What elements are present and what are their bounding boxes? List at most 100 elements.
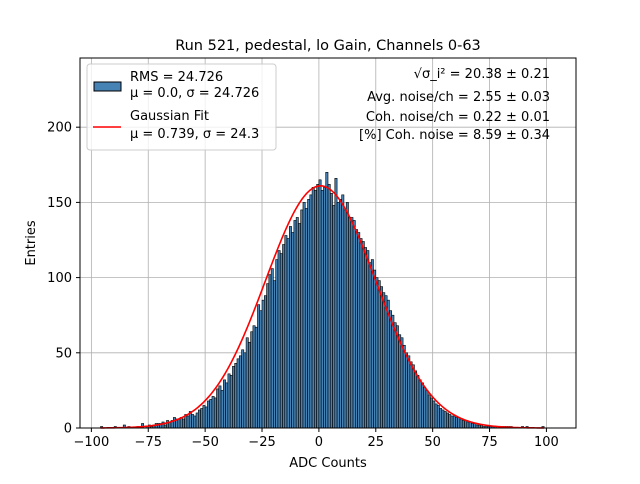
annotation-coh-noise: Coh. noise/ch = 0.22 ± 0.01 <box>366 110 550 125</box>
histogram-bar <box>423 387 427 429</box>
histogram-bar <box>345 202 349 429</box>
histogram-bar <box>336 202 340 429</box>
histogram-bar <box>238 355 242 429</box>
histogram-bar <box>471 423 474 429</box>
histogram-bar <box>211 396 215 429</box>
histogram-bar <box>464 420 468 429</box>
annotation-coh-noise-percent: [%] Coh. noise = 8.59 ± 0.34 <box>359 128 550 143</box>
histogram-bar <box>220 390 224 429</box>
legend-label-fit: Gaussian Fit <box>130 109 209 124</box>
histogram-bar <box>380 286 383 429</box>
histogram-bar <box>370 259 374 429</box>
histogram-bar <box>200 408 204 429</box>
histogram-bar <box>434 403 438 429</box>
histogram-bar <box>339 199 342 429</box>
histogram-bar <box>225 382 229 429</box>
x-tick-label: −50 <box>191 435 218 450</box>
x-tick-label: 75 <box>481 435 498 450</box>
histogram-bar <box>229 375 233 429</box>
histogram-bar <box>311 187 315 429</box>
histogram-bar <box>202 405 206 429</box>
histogram-bar <box>223 379 226 429</box>
histogram-bar <box>191 414 195 429</box>
histogram-bar <box>323 187 327 429</box>
histogram-bar <box>314 190 317 429</box>
histogram-bar <box>402 344 406 429</box>
histogram-bar <box>350 217 354 429</box>
histogram-bar <box>355 229 358 429</box>
histogram-bar <box>452 415 456 429</box>
histogram-bar <box>289 226 292 429</box>
annotation-sigma: √σ_i² = 20.38 ± 0.21 <box>414 67 550 82</box>
histogram-bar <box>316 184 320 429</box>
y-tick-label: 50 <box>55 346 72 361</box>
histogram-bar <box>279 253 283 429</box>
histogram-bar <box>261 299 265 429</box>
y-axis-label: Entries <box>24 220 39 266</box>
histogram-bar <box>295 217 299 429</box>
histogram-bar <box>466 421 470 429</box>
histogram-bar <box>293 220 297 429</box>
histogram-bar <box>243 352 247 429</box>
histogram-bar <box>166 420 170 429</box>
x-tick-label: −25 <box>248 435 275 450</box>
histogram-bar <box>391 314 395 429</box>
histogram-bar <box>320 190 324 429</box>
x-tick-label: −100 <box>74 435 110 450</box>
histogram-bar <box>232 366 236 429</box>
histogram-bar <box>455 417 458 429</box>
y-axis-ticks: 0 50 100 150 200 <box>47 121 80 437</box>
histogram-bar <box>304 208 308 429</box>
histogram-bar <box>193 415 197 429</box>
chart-title: Run 521, pedestal, lo Gain, Channels 0-6… <box>175 38 481 54</box>
histogram-bar <box>227 373 231 429</box>
annotations: √σ_i² = 20.38 ± 0.21 Avg. noise/ch = 2.5… <box>359 67 550 143</box>
histogram-bar <box>405 352 408 429</box>
x-tick-label: 50 <box>424 435 441 450</box>
histogram-bar <box>252 325 256 429</box>
histogram-bar <box>382 292 386 429</box>
x-axis-label: ADC Counts <box>289 456 367 471</box>
histogram-bar <box>282 244 286 429</box>
histogram-bar <box>441 409 445 429</box>
histogram-bar <box>302 202 306 429</box>
histogram-bar <box>273 280 276 429</box>
x-tick-label: 100 <box>534 435 559 450</box>
histogram-bar <box>300 209 304 429</box>
histogram-bar <box>263 295 267 429</box>
histogram-bar <box>436 405 440 429</box>
x-tick-label: 0 <box>315 435 323 450</box>
histogram-bar <box>286 238 290 429</box>
histogram-bar <box>359 238 363 429</box>
histogram-bar <box>450 415 454 429</box>
histogram-bar <box>384 295 388 429</box>
histogram-bar <box>277 250 281 429</box>
histogram-bar <box>218 385 222 429</box>
histogram-bar <box>341 194 345 429</box>
histogram-bar <box>375 277 379 429</box>
histogram-bar <box>177 418 181 429</box>
histogram-bar <box>198 409 201 429</box>
histogram-bar <box>236 358 240 429</box>
histogram-bar <box>368 262 372 429</box>
histogram-bar <box>389 310 393 429</box>
histogram-bar <box>457 417 461 429</box>
histogram-bar <box>364 247 367 429</box>
histogram-bar <box>309 194 313 429</box>
annotation-avg-noise: Avg. noise/ch = 2.55 ± 0.03 <box>367 90 550 105</box>
histogram-bar <box>430 397 433 429</box>
histogram-bar <box>395 325 399 429</box>
histogram-bar <box>275 259 279 429</box>
histogram-bar <box>204 406 208 429</box>
histogram-bar <box>343 209 347 429</box>
histogram-bar <box>377 280 381 429</box>
y-tick-label: 100 <box>47 271 72 286</box>
histogram-bar <box>409 361 413 429</box>
histogram-bar <box>245 337 249 429</box>
histogram-bar <box>254 326 258 429</box>
histogram-bar <box>284 235 288 429</box>
legend-label-rms: RMS = 24.726 <box>130 70 223 85</box>
histogram-bar <box>234 363 238 429</box>
